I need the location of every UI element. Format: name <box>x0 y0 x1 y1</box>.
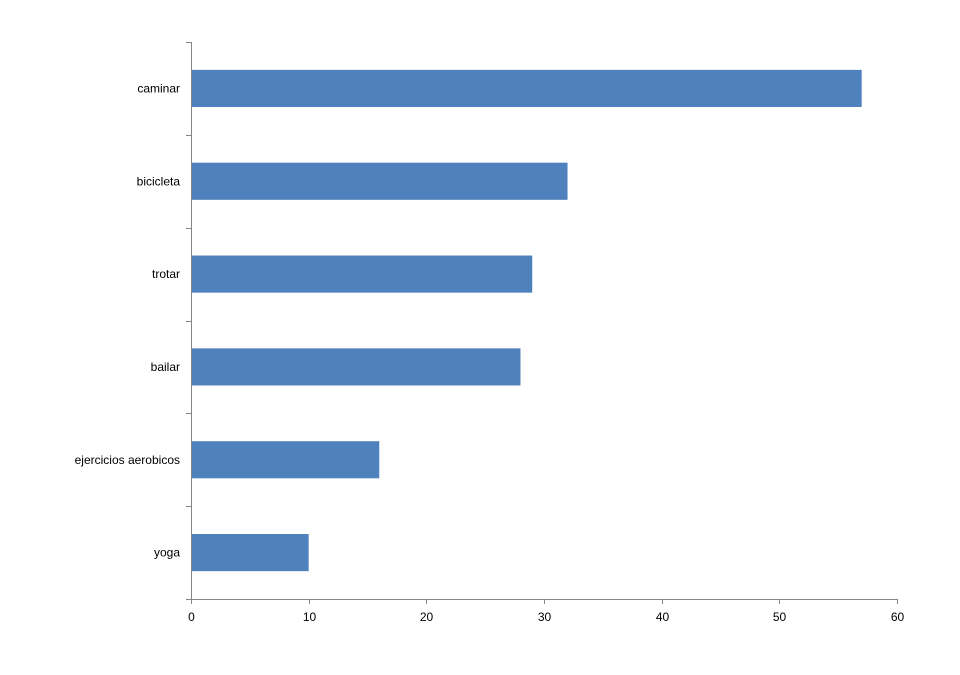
bar-yoga <box>192 534 309 572</box>
category-label: caminar <box>137 81 180 95</box>
x-tick-label: 50 <box>773 610 787 624</box>
bar-bailar <box>192 348 521 386</box>
category-label: bicicleta <box>137 174 181 188</box>
x-tick-label: 30 <box>538 610 552 624</box>
labels-layer: caminar bicicleta trotar bailar ejercicios a… <box>75 81 905 624</box>
x-tick-label: 0 <box>188 610 195 624</box>
bar-ejercicios-aerobicos <box>192 441 380 479</box>
axis-layer <box>191 42 897 600</box>
bar-trotar <box>192 255 533 293</box>
category-label: ejercicios aerobicos <box>75 453 180 467</box>
bar-caminar <box>192 69 862 107</box>
category-label: yoga <box>154 546 180 560</box>
x-tick-label: 40 <box>656 610 670 624</box>
category-label: trotar <box>152 267 180 281</box>
bars-layer <box>192 69 862 572</box>
x-tick-label: 60 <box>891 610 905 624</box>
ticks-layer <box>186 42 898 604</box>
x-tick-label: 20 <box>420 610 434 624</box>
x-tick-label: 10 <box>303 610 317 624</box>
category-label: bailar <box>151 360 180 374</box>
bar-bicicleta <box>192 162 568 200</box>
